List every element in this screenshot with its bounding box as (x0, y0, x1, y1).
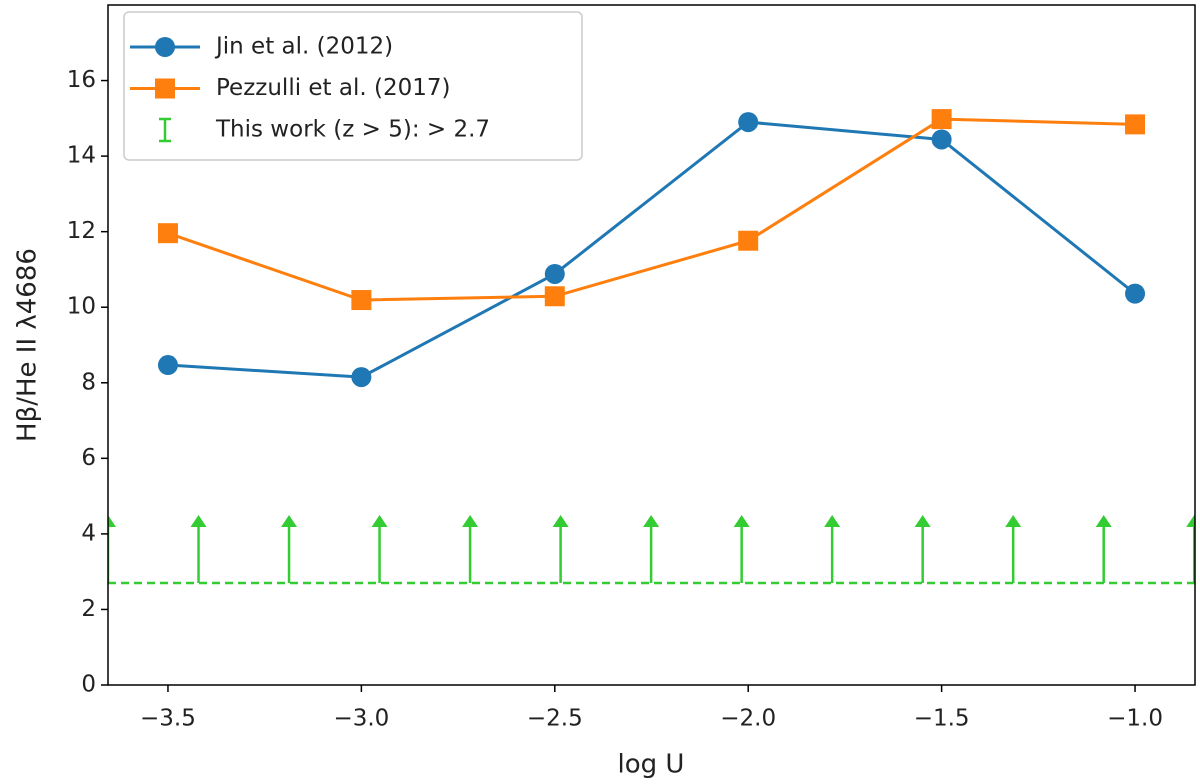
point (351, 290, 372, 311)
axes-frame (107, 4, 1196, 686)
limit-arrow (733, 515, 750, 583)
point (157, 223, 178, 244)
x-tick-label: −2.0 (720, 706, 776, 732)
legend-swatch (155, 78, 175, 99)
limit-arrow (914, 515, 931, 583)
arrow-head (190, 515, 207, 527)
y-tick-label: 16 (67, 67, 96, 93)
y-tick-label: 12 (67, 218, 96, 244)
arrow-head (1186, 515, 1195, 527)
limit-arrow (190, 515, 207, 583)
y-tick-label: 6 (81, 445, 96, 471)
limit-arrow (462, 515, 479, 583)
point (931, 109, 952, 130)
point (157, 355, 178, 376)
y-axis-label: Hβ/He II λ4686 (13, 248, 43, 442)
arrow-head (462, 515, 479, 527)
x-axis-label: log U (618, 750, 685, 780)
arrow-head (733, 515, 750, 527)
limit-arrow (552, 515, 569, 583)
arrow-head (914, 515, 931, 527)
arrow-head (281, 515, 298, 527)
x-tick-label: −3.5 (140, 706, 196, 732)
arrow-head (552, 515, 569, 527)
arrow-head (1095, 515, 1112, 527)
y-tick-label: 4 (81, 520, 96, 546)
y-tick-label: 2 (81, 596, 96, 622)
x-tick-label: −1.0 (1107, 706, 1163, 732)
point (544, 263, 565, 284)
x-tick-label: −3.0 (333, 706, 389, 732)
point (544, 286, 565, 307)
legend-label: This work (z > 5): > 2.7 (215, 117, 490, 143)
point (1125, 283, 1146, 304)
x-tick-label: −1.5 (914, 706, 970, 732)
limit-arrow (824, 515, 841, 583)
limit-arrow (1186, 515, 1195, 583)
y-tick-label: 14 (67, 143, 96, 169)
arrow-head (824, 515, 841, 527)
legend-swatch (155, 37, 175, 57)
limit-arrow (643, 515, 660, 583)
series-line (167, 120, 1136, 379)
legend-box (123, 11, 583, 161)
limit-arrow (1095, 515, 1112, 583)
arrow-head (643, 515, 660, 527)
limit-arrow (371, 515, 388, 583)
point (931, 129, 952, 150)
series-line (167, 117, 1136, 302)
limit-arrow (281, 515, 298, 583)
arrow-head (108, 515, 116, 527)
point (738, 112, 759, 133)
legend-label: Pezzulli et al. (2017) (216, 75, 450, 101)
plot-area (108, 109, 1195, 585)
arrow-head (371, 515, 388, 527)
point (738, 230, 759, 251)
x-tick-label: −2.5 (527, 706, 583, 732)
point (351, 367, 372, 388)
legend: Jin et al. (2012) Pezzulli et al. (2017) T… (123, 11, 583, 161)
y-tick-label: 8 (81, 369, 96, 395)
limit-arrow (1005, 515, 1022, 583)
point (1125, 114, 1146, 135)
limit-arrow (108, 515, 116, 583)
arrow-head (1005, 515, 1022, 527)
y-tick-label: 0 (81, 672, 96, 698)
legend-label: Jin et al. (2012) (214, 34, 393, 60)
y-tick-label: 10 (67, 294, 96, 320)
